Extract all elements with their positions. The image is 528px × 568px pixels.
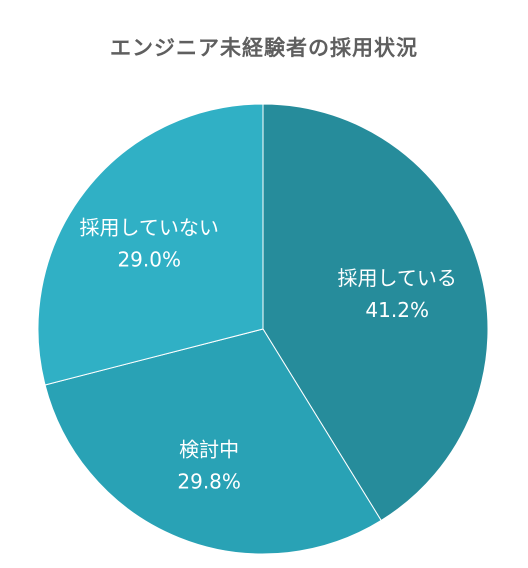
pie-slice: [262, 103, 489, 522]
slice-value-label: 41.2%: [365, 298, 429, 322]
pie-slice: [44, 328, 382, 555]
slice-value-label: 29.8%: [177, 470, 241, 494]
slice-name-label: 採用していない: [80, 216, 219, 240]
pie-slice: [37, 103, 264, 386]
slice-name-label: 採用している: [337, 266, 456, 290]
slice-name-label: 検討中: [179, 438, 239, 462]
chart-title: エンジニア未経験者の採用状況: [110, 36, 418, 60]
slice-value-label: 29.0%: [117, 248, 181, 272]
